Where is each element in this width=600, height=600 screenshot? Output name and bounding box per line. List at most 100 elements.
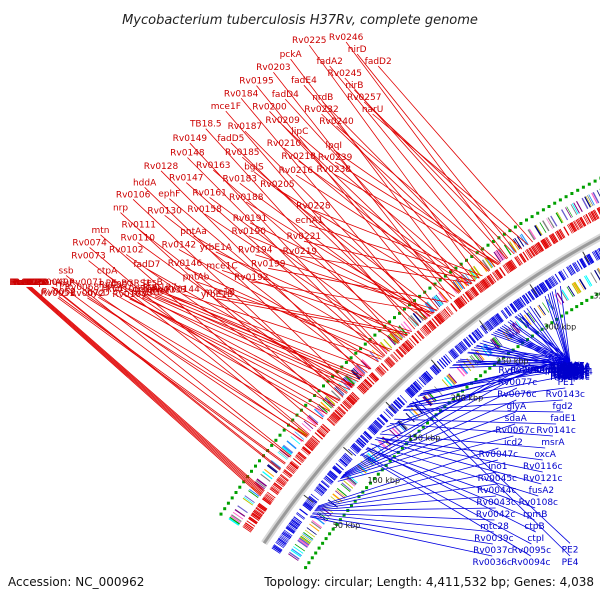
forward-gene-label[interactable]: Rv0142	[162, 241, 196, 251]
reverse-gene-label[interactable]: PE3	[562, 362, 579, 372]
forward-gene-label[interactable]: Rv0074	[72, 238, 107, 248]
forward-gene-label[interactable]: Rv0102	[109, 246, 143, 256]
forward-gene-label[interactable]: Rv0158	[187, 205, 222, 215]
forward-gene-label[interactable]: Rv0187	[228, 122, 262, 132]
forward-gene-label[interactable]: nirD	[348, 45, 367, 55]
forward-gene-label[interactable]: Rv0029	[13, 278, 48, 288]
forward-gene-label[interactable]: Rv0184	[224, 89, 259, 99]
forward-gene-label[interactable]: Rv0209	[265, 116, 300, 126]
forward-gene-label[interactable]: gmhA	[133, 285, 160, 295]
forward-gene-label[interactable]: narU	[362, 105, 384, 115]
forward-gene-label[interactable]: Rv0216	[279, 166, 314, 176]
forward-gene-label[interactable]: hycD	[87, 288, 110, 298]
reverse-gene-label[interactable]: fbpC	[536, 366, 557, 376]
forward-gene-label[interactable]: oxyS	[131, 289, 153, 299]
forward-gene-label[interactable]: lpqI	[326, 141, 343, 151]
forward-gene-label[interactable]: lipC	[291, 127, 308, 137]
forward-gene-label[interactable]: Rv0185	[225, 148, 259, 158]
reverse-gene-label[interactable]: Rv0135c	[531, 366, 570, 376]
reverse-gene-label[interactable]: trmB	[559, 371, 581, 381]
reverse-gene-label[interactable]: Rv0236c	[550, 369, 589, 379]
forward-gene-label[interactable]: Rv0147	[169, 174, 203, 184]
forward-gene-label[interactable]: nrdB	[312, 93, 333, 103]
forward-gene-label[interactable]: Rv0051	[41, 289, 75, 299]
forward-gene-label[interactable]: Rv0130	[147, 206, 182, 216]
forward-gene-label[interactable]: Rv0111	[122, 220, 156, 230]
reverse-gene-label[interactable]: Rv0180c	[550, 364, 589, 374]
forward-gene-label[interactable]: Rv0026	[10, 278, 45, 288]
reverse-gene-label[interactable]: Rv0076c	[497, 390, 536, 400]
forward-gene-label[interactable]: Rv0161	[192, 188, 226, 198]
forward-gene-label[interactable]: mce1C	[206, 261, 237, 271]
forward-gene-label[interactable]: Rv0188	[229, 193, 264, 203]
reverse-gene-label[interactable]: glpQ2	[557, 367, 584, 377]
forward-gene-label[interactable]: Rv0246	[329, 33, 364, 43]
reverse-gene-label[interactable]: Rv0078A	[498, 366, 539, 376]
forward-gene-label[interactable]: pntAb	[183, 273, 210, 283]
forward-gene-label[interactable]: Rv0097	[99, 281, 133, 291]
reverse-gene-label[interactable]: aac	[562, 370, 578, 380]
forward-gene-label[interactable]: Rv0146	[168, 259, 203, 269]
forward-gene-label[interactable]: Rv0106	[116, 190, 151, 200]
reverse-gene-label[interactable]: fgd2	[553, 402, 573, 412]
reverse-gene-label[interactable]: Rv0036c	[472, 558, 511, 568]
reverse-gene-label[interactable]: php	[561, 373, 578, 383]
forward-gene-label[interactable]: Rv0183	[223, 174, 257, 184]
reverse-gene-label[interactable]: msrA	[541, 438, 565, 448]
reverse-gene-label[interactable]: sdhA	[559, 363, 582, 373]
forward-gene-label[interactable]: yrbE1A	[200, 243, 233, 253]
forward-gene-label[interactable]: pntAa	[180, 227, 207, 237]
forward-gene-label[interactable]: Rv0190	[231, 227, 266, 237]
forward-gene-label[interactable]: Rv0163	[196, 161, 230, 171]
reverse-gene-label[interactable]: Rv0198c	[550, 367, 589, 377]
reverse-gene-label[interactable]: ptbB	[557, 366, 578, 376]
forward-gene-label[interactable]: Rv0030	[14, 278, 49, 288]
reverse-gene-label[interactable]: Rv0293c	[550, 372, 589, 382]
reverse-gene-label[interactable]: Rv0295c	[550, 369, 589, 379]
reverse-gene-label[interactable]: adhE1	[556, 372, 584, 382]
reverse-gene-label[interactable]: fadE5	[557, 363, 583, 373]
reverse-gene-label[interactable]: Rv0235c	[550, 363, 589, 373]
reverse-gene-label[interactable]: Rv0043c	[476, 498, 515, 508]
reverse-gene-label[interactable]: PPE6	[559, 370, 582, 380]
forward-gene-label[interactable]: Rv0205	[260, 180, 294, 190]
forward-gene-label[interactable]: Rv0192	[234, 273, 268, 283]
reverse-gene-label[interactable]: ctpB	[524, 522, 544, 532]
forward-gene-label[interactable]: Rv0028	[12, 278, 47, 288]
reverse-gene-label[interactable]: cobU	[559, 367, 582, 377]
forward-gene-label[interactable]: Rv0104	[112, 290, 147, 300]
reverse-gene-label[interactable]: lipW	[560, 361, 580, 371]
forward-gene-label[interactable]: Rv0072	[70, 289, 104, 299]
forward-gene-label[interactable]: Rv0127	[143, 283, 177, 293]
forward-gene-label[interactable]: Rv0144	[165, 285, 200, 295]
reverse-gene-label[interactable]: Rv0037c	[473, 546, 512, 556]
forward-gene-label[interactable]: Rv0071	[69, 278, 103, 288]
forward-gene-label[interactable]: Rv0133	[152, 286, 186, 296]
reverse-gene-label[interactable]: fadE3	[557, 369, 583, 379]
forward-gene-label[interactable]: Rv0245	[328, 69, 362, 79]
reverse-gene-label[interactable]: mmpL3	[553, 366, 587, 376]
forward-gene-label[interactable]: ponA1	[38, 278, 67, 288]
forward-gene-label[interactable]: Rv0052	[42, 288, 76, 298]
reverse-gene-label[interactable]: rpmB	[523, 510, 547, 520]
forward-gene-label[interactable]: nrp	[113, 204, 128, 214]
forward-gene-label[interactable]: PE_PGRS1	[106, 279, 152, 289]
reverse-gene-label[interactable]: ctpI	[527, 534, 544, 544]
reverse-gene-label[interactable]: gabD1	[555, 371, 585, 381]
reverse-gene-label[interactable]: Rv0296c	[550, 368, 589, 378]
forward-gene-label[interactable]: ctpA	[97, 266, 118, 276]
reverse-gene-label[interactable]: Rv0039c	[474, 534, 513, 544]
reverse-gene-label[interactable]: PE2	[562, 545, 579, 555]
reverse-gene-label[interactable]: PE4	[562, 558, 579, 568]
reverse-gene-label[interactable]: Rv0204c	[550, 373, 589, 383]
reverse-gene-label[interactable]: Rv0045c	[478, 474, 517, 484]
forward-gene-label[interactable]: Rv0073	[71, 252, 105, 262]
reverse-gene-label[interactable]: oxcA	[534, 450, 556, 460]
forward-gene-label[interactable]: fadE4	[291, 76, 317, 86]
reverse-gene-label[interactable]: Rv0047c	[479, 450, 518, 460]
reverse-gene-label[interactable]: Rv0229c	[550, 364, 589, 374]
reverse-gene-label[interactable]: glyA	[506, 402, 527, 412]
forward-gene-label[interactable]: gca	[140, 283, 156, 293]
forward-gene-label[interactable]: Rv0194	[238, 246, 273, 256]
reverse-gene-label[interactable]: Rv0095c	[512, 546, 551, 556]
